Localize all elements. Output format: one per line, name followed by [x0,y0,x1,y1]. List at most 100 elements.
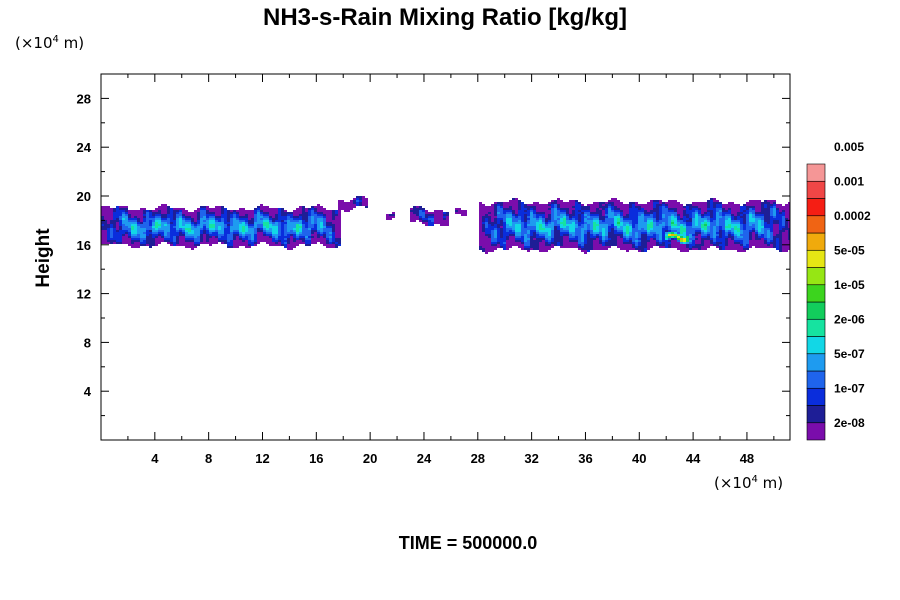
heatmap-cell [338,224,341,226]
heatmap-cell [125,240,128,242]
heatmap-cell [188,226,191,228]
heatmap-cell [491,220,494,222]
heatmap-cell [290,240,293,242]
heatmap-cell [761,226,764,228]
heatmap-cell [464,214,467,216]
heatmap-cell [671,234,674,236]
heatmap-cell [695,236,698,238]
heatmap-cell [692,216,695,218]
heatmap-cell [521,204,524,206]
heatmap-cell [323,240,326,242]
heatmap-cell [677,240,680,242]
heatmap-cell [518,244,521,246]
heatmap-cell [338,238,341,240]
heatmap-cell [551,210,554,212]
heatmap-cell [254,210,257,212]
heatmap-cell [560,224,563,226]
heatmap-cell [605,212,608,214]
heatmap-cell [557,236,560,238]
heatmap-cell [296,238,299,240]
heatmap-cell [590,230,593,232]
heatmap-cell [626,208,629,210]
x-tick-label: 4 [151,451,159,466]
heatmap-cell [386,218,389,220]
heatmap-cell [446,216,449,218]
heatmap-cell [647,224,650,226]
heatmap-cell [134,228,137,230]
heatmap-cell [182,230,185,232]
heatmap-cell [617,238,620,240]
heatmap-cell [248,216,251,218]
heatmap-cell [683,214,686,216]
heatmap-cell [710,234,713,236]
heatmap-cell [542,204,545,206]
heatmap-cell [596,220,599,222]
heatmap-cell [503,248,506,250]
heatmap-cell [179,228,182,230]
heatmap-cell [704,224,707,226]
heatmap-cell [710,200,713,202]
heatmap-cell [716,238,719,240]
heatmap-cell [620,210,623,212]
heatmap-cell [530,246,533,248]
heatmap-cell [629,242,632,244]
heatmap-cell [644,250,647,252]
heatmap-cell [560,236,563,238]
heatmap-cell [596,212,599,214]
heatmap-cell [170,224,173,226]
heatmap-cell [434,220,437,222]
heatmap-cell [779,246,782,248]
heatmap-cell [698,212,701,214]
heatmap-cell [704,214,707,216]
heatmap-cell [227,244,230,246]
heatmap-cell [623,232,626,234]
heatmap-cell [782,228,785,230]
heatmap-cell [611,210,614,212]
heatmap-cell [512,200,515,202]
heatmap-cell [185,226,188,228]
heatmap-cell [518,216,521,218]
heatmap-cell [515,224,518,226]
heatmap-cell [161,236,164,238]
heatmap-cell [752,212,755,214]
heatmap-cell [716,210,719,212]
heatmap-cell [767,238,770,240]
heatmap-cell [761,242,764,244]
heatmap-cell [152,220,155,222]
heatmap-cell [569,222,572,224]
heatmap-cell [614,212,617,214]
heatmap-cell [611,228,614,230]
heatmap-cell [545,234,548,236]
heatmap-cell [776,242,779,244]
heatmap-cell [764,244,767,246]
heatmap-cell [584,228,587,230]
heatmap-cell [569,240,572,242]
heatmap-cell [254,228,257,230]
heatmap-cell [260,210,263,212]
heatmap-cell [224,222,227,224]
heatmap-cell [260,236,263,238]
heatmap-cell [296,220,299,222]
heatmap-cell [656,226,659,228]
heatmap-cell [578,216,581,218]
heatmap-cell [752,228,755,230]
heatmap-cell [746,238,749,240]
heatmap-cell [632,236,635,238]
heatmap-cell [116,242,119,244]
heatmap-cell [434,218,437,220]
heatmap-cell [140,244,143,246]
heatmap-cell [716,244,719,246]
heatmap-cell [548,238,551,240]
heatmap-cell [710,240,713,242]
heatmap-cell [587,216,590,218]
heatmap-cell [527,228,530,230]
heatmap-cell [569,226,572,228]
heatmap-cell [137,214,140,216]
y-axis-label: Height [33,228,54,288]
heatmap-cell [767,236,770,238]
heatmap-cell [167,238,170,240]
heatmap-cell [254,218,257,220]
heatmap-cell [188,212,191,214]
heatmap-cell [662,238,665,240]
heatmap-cell [668,240,671,242]
